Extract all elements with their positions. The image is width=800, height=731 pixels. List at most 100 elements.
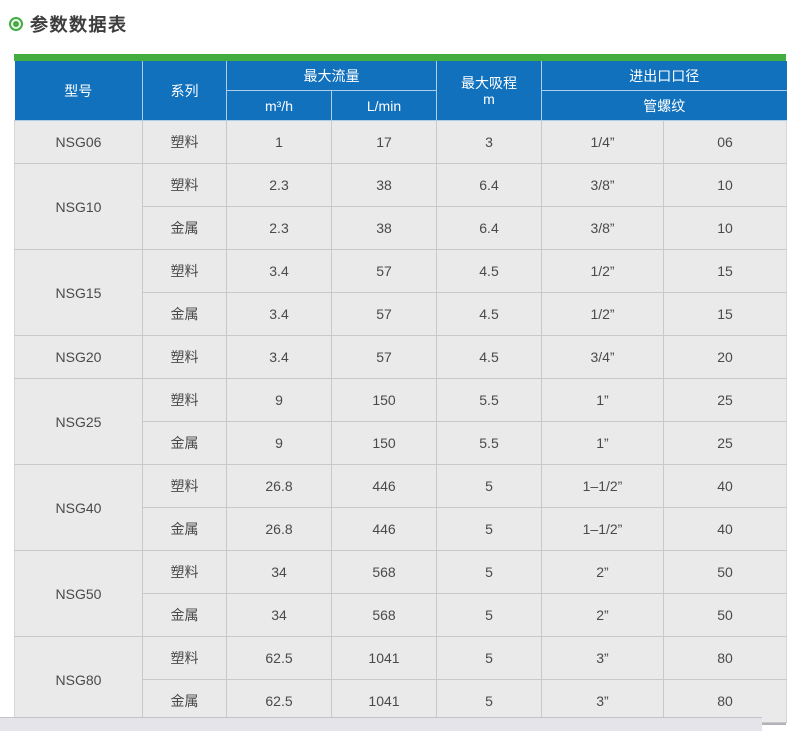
model-cell: NSG40 bbox=[14, 464, 143, 551]
series-cell: 塑料 bbox=[142, 249, 227, 293]
size-cell: 15 bbox=[663, 292, 787, 336]
flow-lmin-cell: 568 bbox=[331, 550, 437, 594]
spec-table-wrap: 型号 系列 最大流量 最大吸程 m 进出口口径 m³/h L/min 管螺纹 N… bbox=[14, 54, 787, 725]
series-cell: 塑料 bbox=[142, 163, 227, 207]
spec-table-body: NSG06 塑料 1 17 3 1/4” 06 NSG10 塑料 2.3 38 6.4 3/8” 10 金属… bbox=[14, 120, 787, 723]
size-cell: 10 bbox=[663, 206, 787, 250]
page-title: 参数数据表 bbox=[30, 15, 128, 35]
suction-cell: 4.5 bbox=[436, 335, 542, 379]
flow-m3h-cell: 3.4 bbox=[226, 249, 332, 293]
thread-cell: 2” bbox=[541, 550, 664, 594]
thread-cell: 3/4” bbox=[541, 335, 664, 379]
flow-lmin-cell: 57 bbox=[331, 292, 437, 336]
flow-lmin-cell: 1041 bbox=[331, 679, 437, 723]
thread-cell: 3/8” bbox=[541, 206, 664, 250]
table-row: NSG25 塑料 9 150 5.5 1” 25 bbox=[14, 378, 787, 465]
suction-cell: 5 bbox=[436, 636, 542, 680]
table-row: 金属 3.4 57 4.5 1/2” 15 bbox=[15, 292, 787, 336]
model-cell: NSG80 bbox=[14, 636, 143, 723]
suction-cell: 6.4 bbox=[436, 206, 542, 250]
model-cell: NSG50 bbox=[14, 550, 143, 637]
table-row: 金属 9 150 5.5 1” 25 bbox=[15, 421, 787, 465]
size-cell: 50 bbox=[663, 550, 787, 594]
max-suction-label: 最大吸程 bbox=[461, 74, 517, 91]
series-cell: 金属 bbox=[142, 507, 227, 551]
table-row: NSG50 塑料 34 568 5 2” 50 bbox=[14, 550, 787, 637]
flow-m3h-cell: 2.3 bbox=[226, 206, 332, 250]
flow-lmin-cell: 150 bbox=[331, 378, 437, 422]
flow-m3h-cell: 34 bbox=[226, 593, 332, 637]
flow-m3h-cell: 62.5 bbox=[226, 636, 332, 680]
flow-m3h-cell: 3.4 bbox=[226, 292, 332, 336]
table-row: NSG40 塑料 26.8 446 5 1–1/2” 40 bbox=[14, 464, 787, 551]
table-row: NSG15 塑料 3.4 57 4.5 1/2” 15 bbox=[14, 249, 787, 336]
size-cell: 25 bbox=[663, 378, 787, 422]
model-cell: NSG10 bbox=[14, 163, 143, 250]
series-cell: 塑料 bbox=[142, 550, 227, 594]
model-cell: NSG15 bbox=[14, 249, 143, 336]
suction-cell: 3 bbox=[436, 120, 542, 164]
size-cell: 10 bbox=[663, 163, 787, 207]
thread-cell: 1/2” bbox=[541, 292, 664, 336]
flow-m3h-cell: 2.3 bbox=[226, 163, 332, 207]
flow-lmin-cell: 446 bbox=[331, 464, 437, 508]
col-header-pipe-thread: 管螺纹 bbox=[541, 90, 787, 121]
flow-m3h-cell: 9 bbox=[226, 378, 332, 422]
spec-table-head: 型号 系列 最大流量 最大吸程 m 进出口口径 m³/h L/min 管螺纹 bbox=[14, 61, 787, 121]
flow-m3h-cell: 1 bbox=[226, 120, 332, 164]
suction-cell: 6.4 bbox=[436, 163, 542, 207]
suction-cell: 5.5 bbox=[436, 378, 542, 422]
flow-lmin-cell: 1041 bbox=[331, 636, 437, 680]
size-cell: 80 bbox=[663, 636, 787, 680]
col-header-m3h: m³/h bbox=[226, 90, 332, 121]
flow-lmin-cell: 57 bbox=[331, 335, 437, 379]
model-cell: NSG25 bbox=[14, 378, 143, 465]
thread-cell: 2” bbox=[541, 593, 664, 637]
header-row-1: 型号 系列 最大流量 最大吸程 m 进出口口径 bbox=[14, 61, 787, 121]
table-row: 金属 26.8 446 5 1–1/2” 40 bbox=[15, 507, 787, 551]
thread-cell: 1/4” bbox=[541, 120, 664, 164]
series-cell: 塑料 bbox=[142, 464, 227, 508]
thread-cell: 1/2” bbox=[541, 249, 664, 293]
model-cell: NSG06 bbox=[14, 120, 143, 164]
size-cell: 40 bbox=[663, 464, 787, 508]
flow-m3h-cell: 9 bbox=[226, 421, 332, 465]
flow-lmin-cell: 57 bbox=[331, 249, 437, 293]
section-bullet-icon bbox=[9, 17, 23, 31]
size-cell: 40 bbox=[663, 507, 787, 551]
series-cell: 塑料 bbox=[142, 378, 227, 422]
model-cell: NSG20 bbox=[14, 335, 143, 379]
table-row: NSG80 塑料 62.5 1041 5 3” 80 bbox=[14, 636, 787, 723]
series-cell: 金属 bbox=[142, 206, 227, 250]
section-title-row: 参数数据表 bbox=[0, 0, 800, 37]
table-row: NSG10 塑料 2.3 38 6.4 3/8” 10 bbox=[14, 163, 787, 250]
series-cell: 塑料 bbox=[142, 335, 227, 379]
flow-m3h-cell: 3.4 bbox=[226, 335, 332, 379]
col-header-series: 系列 bbox=[142, 61, 227, 121]
col-header-port-size: 进出口口径 bbox=[541, 61, 787, 91]
thread-cell: 1” bbox=[541, 378, 664, 422]
flow-m3h-cell: 34 bbox=[226, 550, 332, 594]
col-header-model: 型号 bbox=[14, 61, 143, 121]
suction-cell: 5 bbox=[436, 507, 542, 551]
size-cell: 06 bbox=[663, 120, 787, 164]
suction-cell: 5 bbox=[436, 593, 542, 637]
col-header-lmin: L/min bbox=[331, 90, 437, 121]
suction-cell: 5 bbox=[436, 464, 542, 508]
table-row: 金属 62.5 1041 5 3” 80 bbox=[15, 679, 787, 723]
series-cell: 金属 bbox=[142, 593, 227, 637]
series-cell: 金属 bbox=[142, 421, 227, 465]
flow-lmin-cell: 17 bbox=[331, 120, 437, 164]
suction-cell: 5 bbox=[436, 679, 542, 723]
section-bullet-dot bbox=[13, 21, 19, 27]
flow-lmin-cell: 38 bbox=[331, 163, 437, 207]
thread-cell: 1” bbox=[541, 421, 664, 465]
table-row: 金属 34 568 5 2” 50 bbox=[15, 593, 787, 637]
flow-lmin-cell: 150 bbox=[331, 421, 437, 465]
table-row: NSG06 塑料 1 17 3 1/4” 06 bbox=[14, 120, 787, 164]
size-cell: 25 bbox=[663, 421, 787, 465]
spec-table: 型号 系列 最大流量 最大吸程 m 进出口口径 m³/h L/min 管螺纹 N… bbox=[14, 61, 787, 723]
table-row: NSG20 塑料 3.4 57 4.5 3/4” 20 bbox=[14, 335, 787, 379]
footer-strip bbox=[0, 717, 762, 731]
suction-cell: 4.5 bbox=[436, 292, 542, 336]
